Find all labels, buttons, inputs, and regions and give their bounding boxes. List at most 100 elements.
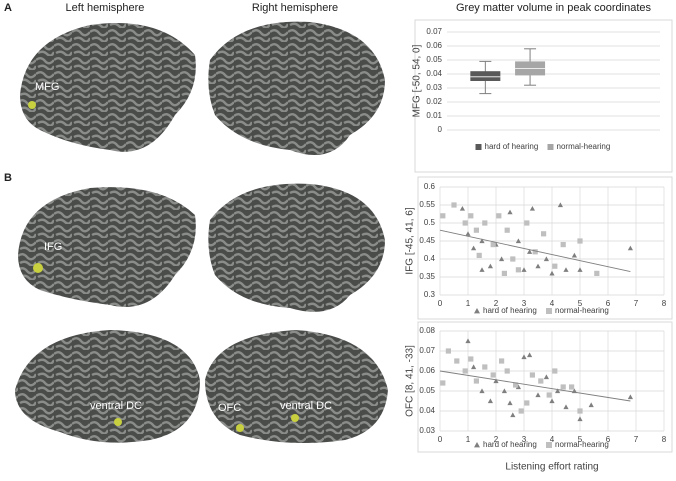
chart-frame	[414, 19, 673, 173]
point	[462, 220, 468, 226]
point	[549, 398, 555, 404]
chart-frame	[417, 321, 673, 453]
x-tick-label: 0	[438, 299, 443, 308]
point	[468, 213, 474, 219]
box	[470, 71, 501, 81]
point	[577, 267, 583, 272]
point	[515, 267, 521, 273]
point	[529, 206, 535, 211]
point	[527, 352, 533, 358]
y-tick-label: 0.35	[419, 272, 435, 281]
y-axis-label: IFG [-45, 41, 6]	[405, 207, 416, 274]
point	[499, 256, 505, 262]
point	[510, 256, 516, 262]
x-axis-label: Listening effort rating	[505, 462, 598, 473]
brain	[15, 330, 200, 443]
point	[493, 378, 499, 384]
x-tick-label: 8	[662, 435, 667, 444]
legend-swatch	[475, 144, 482, 150]
point	[521, 267, 527, 272]
column-header: Right hemisphere	[252, 2, 338, 14]
y-tick-label: 0.45	[419, 236, 435, 245]
point	[524, 220, 530, 226]
point	[535, 263, 541, 269]
point	[513, 382, 519, 388]
point	[471, 245, 477, 251]
legend-label: normal-hearing	[557, 142, 611, 151]
point	[510, 412, 516, 418]
point	[465, 231, 471, 236]
activation	[236, 424, 244, 432]
y-tick-label: 0.02	[426, 97, 442, 106]
y-tick-label: 0.06	[426, 41, 442, 50]
point	[476, 252, 482, 258]
panel-label: B	[4, 172, 12, 184]
legend-swatch	[547, 144, 554, 150]
trendline	[439, 370, 631, 402]
x-tick-label: 6	[606, 299, 611, 308]
point	[524, 400, 530, 406]
point	[482, 220, 488, 226]
y-tick-label: 0	[438, 125, 443, 134]
x-tick-label: 7	[634, 435, 639, 444]
y-tick-label: 0.01	[426, 111, 442, 120]
x-tick-label: 6	[606, 435, 611, 444]
region-label: ventral DC	[280, 400, 332, 412]
y-tick-label: 0.55	[419, 200, 435, 209]
chart-frame	[417, 176, 673, 320]
y-tick-label: 0.6	[424, 182, 436, 191]
y-tick-label: 0.07	[419, 346, 435, 355]
point	[462, 368, 468, 374]
activation	[33, 263, 43, 273]
point	[445, 348, 451, 354]
y-tick-label: 0.04	[426, 69, 442, 78]
activation	[114, 418, 122, 426]
point	[535, 392, 541, 398]
point	[527, 249, 533, 254]
point	[532, 249, 538, 255]
point	[555, 388, 561, 394]
point	[538, 378, 544, 384]
y-tick-label: 0.07	[426, 27, 442, 36]
point	[504, 368, 510, 374]
y-axis-label: OFC [8, 41, -33]	[405, 345, 416, 417]
region-label: ventral DC	[90, 400, 142, 412]
brain	[18, 187, 196, 307]
point	[468, 356, 474, 362]
point	[563, 267, 569, 272]
legend-label: hard of hearing	[485, 142, 539, 151]
y-tick-label: 0.03	[419, 426, 435, 435]
x-tick-label: 3	[522, 299, 527, 308]
activation	[291, 414, 299, 422]
column-header: Left hemisphere	[66, 2, 145, 14]
x-tick-label: 2	[494, 299, 499, 308]
point	[507, 209, 513, 215]
point	[552, 368, 558, 374]
legend-swatch	[546, 308, 552, 314]
legend-swatch	[546, 442, 552, 448]
point	[479, 388, 485, 394]
point	[473, 227, 479, 233]
point	[465, 338, 471, 344]
point	[577, 416, 583, 422]
point	[577, 408, 583, 414]
legend-label: hard of hearing	[483, 440, 537, 449]
point	[571, 252, 577, 258]
y-tick-label: 0.5	[424, 218, 436, 227]
y-axis-label: MFG [-50, 54, 0]	[412, 44, 423, 117]
brain	[208, 21, 385, 155]
point	[459, 206, 465, 211]
x-tick-label: 1	[466, 299, 471, 308]
y-tick-label: 0.05	[426, 55, 442, 64]
legend-label: hard of hearing	[483, 306, 537, 315]
x-tick-label: 0	[438, 435, 443, 444]
point	[490, 372, 496, 378]
point	[594, 270, 600, 276]
point	[521, 354, 527, 360]
point	[515, 238, 521, 244]
region-label: OFC	[218, 402, 241, 414]
point	[501, 270, 507, 276]
point	[549, 270, 555, 276]
brain	[205, 330, 388, 444]
point	[487, 398, 493, 404]
